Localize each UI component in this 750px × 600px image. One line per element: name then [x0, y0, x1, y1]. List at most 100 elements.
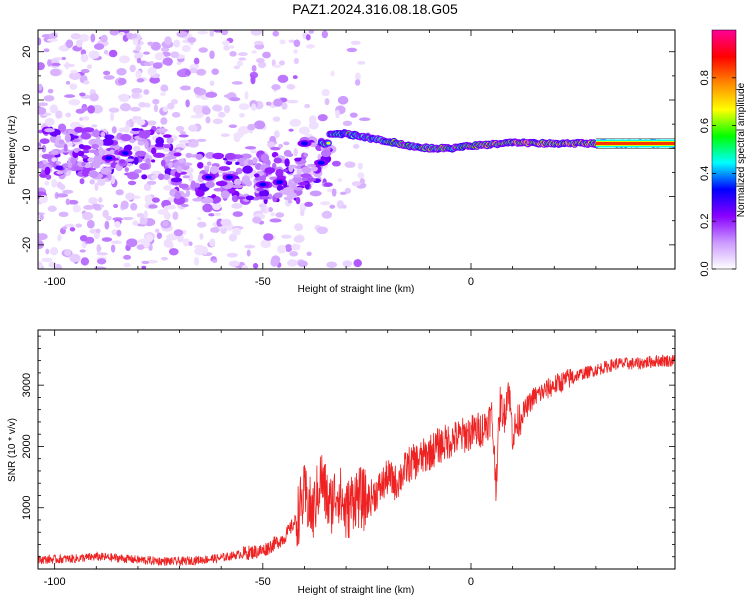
heatmap-cell [281, 102, 288, 110]
heatmap-cell [235, 167, 243, 175]
heatmap-cell [272, 116, 281, 122]
heatmap-cell [223, 105, 231, 114]
heatmap-cell [69, 71, 81, 81]
heatmap-cell [317, 114, 328, 122]
y-tick-label: 10 [21, 94, 33, 106]
heatmap-cell [331, 188, 337, 197]
heatmap-cell [187, 37, 197, 43]
colorbar-tick-label: 0.0 [699, 261, 711, 276]
heatmap-cell [241, 264, 248, 269]
heatmap-cell [49, 104, 59, 114]
heatmap-cell [58, 139, 65, 145]
heatmap-cell [260, 207, 267, 213]
snr-frame [37, 329, 676, 570]
heatmap-cell [143, 210, 148, 219]
heatmap-cell [337, 95, 349, 105]
heatmap-cell [197, 221, 207, 228]
heatmap-cell [88, 197, 98, 205]
heatmap-cell [167, 102, 175, 110]
heatmap-cell [275, 168, 284, 178]
heatmap-cell [298, 126, 310, 135]
heatmap-cell [121, 151, 129, 156]
heatmap-cell [102, 70, 111, 76]
heatmap-cell [91, 124, 98, 128]
heatmap-cell [228, 233, 237, 242]
heatmap-cell [41, 153, 52, 159]
colorbar-tick-label: 0.8 [699, 70, 711, 85]
heatmap-cell [147, 66, 157, 76]
heatmap-cell [188, 124, 198, 132]
heatmap-cell [198, 47, 208, 53]
heatmap-cell [114, 221, 121, 228]
heatmap-cell [163, 238, 173, 248]
heatmap-cell [595, 141, 675, 145]
heatmap-cell [173, 229, 184, 237]
heatmap-y-axis-label: Frequency (Hz) [7, 116, 18, 185]
heatmap-cell [270, 258, 279, 267]
heatmap-cell [221, 40, 230, 46]
heatmap-cell [253, 40, 264, 46]
heatmap-cell [178, 134, 189, 138]
heatmap-cell [246, 249, 251, 257]
heatmap-cell [154, 52, 165, 61]
heatmap-cell [163, 173, 170, 180]
y-tick-label: 2000 [21, 434, 33, 458]
y-tick-label: 0 [21, 145, 33, 151]
heatmap-cell [260, 239, 272, 249]
heatmap-cell [50, 62, 61, 66]
colorbar-tick-label: 0.4 [699, 166, 711, 181]
heatmap-cell [286, 99, 299, 104]
heatmap-cell [130, 202, 138, 211]
heatmap-cell [359, 178, 365, 185]
heatmap-cell [341, 204, 347, 209]
heatmap-cell [209, 80, 215, 86]
heatmap-cell [98, 197, 103, 203]
heatmap-cell [270, 212, 276, 217]
heatmap-cell [220, 218, 232, 227]
heatmap-cell [92, 129, 100, 138]
heatmap-cell [136, 244, 145, 251]
heatmap-cell [103, 75, 115, 80]
heatmap-cell [126, 238, 138, 248]
heatmap-cell [350, 40, 361, 45]
heatmap-cell [251, 64, 257, 72]
heatmap-cell [62, 189, 74, 194]
heatmap-cell [95, 228, 101, 234]
heatmap-cell [176, 165, 183, 174]
heatmap-cell [264, 167, 276, 174]
heatmap-cell [212, 152, 225, 160]
heatmap-cell [79, 178, 85, 185]
heatmap-cell [168, 248, 179, 256]
heatmap-cell [47, 59, 52, 67]
heatmap-cell [267, 207, 274, 212]
heatmap-cell [65, 112, 72, 118]
x-tick-label: -100 [44, 276, 66, 288]
heatmap-cell [171, 111, 181, 118]
heatmap-cell [56, 170, 64, 175]
heatmap-cell [118, 55, 130, 64]
heatmap-cell [224, 152, 237, 160]
heatmap-cell [97, 177, 106, 187]
heatmap-cell [193, 57, 200, 65]
heatmap-cell [109, 30, 119, 36]
heatmap-cell [57, 123, 67, 133]
heatmap-cell [92, 160, 101, 169]
heatmap-cell [185, 99, 190, 108]
heatmap-cell [132, 116, 142, 120]
heatmap-cell [358, 117, 371, 122]
heatmap-cell [38, 261, 43, 269]
heatmap-cell [293, 39, 301, 48]
heatmap-cell [220, 133, 230, 137]
heatmap-cell [168, 162, 173, 169]
heatmap-cell [142, 138, 148, 143]
heatmap-cell [94, 266, 107, 269]
heatmap-cell [272, 30, 280, 37]
heatmap-cell [178, 158, 185, 164]
heatmap-cell [197, 161, 204, 169]
heatmap-cell [162, 57, 173, 66]
heatmap-cell [166, 233, 178, 241]
heatmap-cell [170, 51, 180, 59]
heatmap-cell [245, 180, 253, 187]
heatmap-cell [135, 45, 142, 52]
heatmap-cell [166, 136, 174, 145]
